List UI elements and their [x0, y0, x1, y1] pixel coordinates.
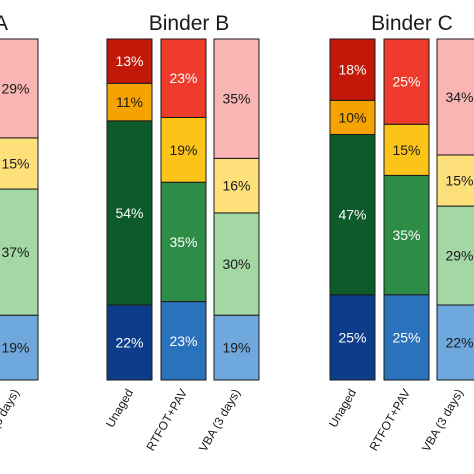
- group-title: A: [0, 12, 8, 35]
- bar-segment: [329, 294, 376, 381]
- bar-segment: [383, 294, 430, 381]
- data-label: 15%: [1, 155, 29, 171]
- data-label: 11%: [116, 94, 143, 110]
- data-label: 37%: [1, 244, 29, 260]
- data-label: 15%: [445, 173, 473, 189]
- data-label: 23%: [169, 70, 197, 86]
- data-label: 23%: [169, 333, 197, 349]
- bar-segment: [213, 314, 260, 381]
- bar-segment: [213, 212, 260, 316]
- x-tick-label: VBA (3 days): [0, 386, 22, 454]
- bar-segment: [106, 38, 153, 84]
- bar-segment: [213, 38, 260, 159]
- data-label: 16%: [222, 178, 250, 194]
- bar-segment: [436, 154, 474, 207]
- bar-segment: [329, 99, 376, 135]
- data-label: 29%: [445, 248, 473, 264]
- x-tick-label: RTFOT+PAV: [143, 387, 190, 454]
- x-tick-label: Unaged: [326, 387, 359, 430]
- bar-segment: [106, 120, 153, 306]
- x-tick-label: VBA (3 days): [196, 386, 243, 454]
- data-label: 22%: [445, 334, 473, 350]
- bar-segment: [383, 38, 430, 125]
- bar-segment: [160, 38, 207, 118]
- data-label: 25%: [338, 329, 366, 345]
- data-label: 25%: [392, 329, 420, 345]
- x-tick-label: RTFOT+PAV: [366, 387, 413, 454]
- bar-segment: [106, 82, 153, 122]
- bar-segment: [0, 137, 39, 190]
- group-title: Binder B: [149, 12, 230, 35]
- x-tick-label: VBA (3 days): [419, 386, 466, 454]
- bar-segment: [436, 304, 474, 381]
- bar-segment: [329, 133, 376, 296]
- data-label: 35%: [169, 234, 197, 250]
- bar-segment: [160, 301, 207, 381]
- data-label: 35%: [222, 91, 250, 107]
- data-label: 29%: [1, 80, 29, 96]
- bar-segment: [0, 188, 39, 316]
- bar-segment: [329, 38, 376, 101]
- data-label: 54%: [115, 205, 143, 221]
- bar-segment: [0, 38, 39, 139]
- bar-segment: [106, 304, 153, 381]
- bar-segment: [160, 181, 207, 303]
- data-label: 34%: [445, 89, 473, 105]
- data-label: 10%: [338, 109, 366, 125]
- x-tick-label: Unaged: [103, 387, 136, 430]
- data-label: 25%: [392, 74, 420, 90]
- data-label: 22%: [115, 334, 143, 350]
- bar-segment: [436, 38, 474, 156]
- data-label: 19%: [169, 142, 197, 158]
- bar-segment: [383, 123, 430, 176]
- data-label: 19%: [222, 340, 250, 356]
- data-label: 13%: [115, 53, 143, 69]
- data-label: 18%: [338, 62, 366, 78]
- bar-segment: [0, 314, 39, 381]
- data-label: 15%: [392, 142, 420, 158]
- bar-segment: [436, 205, 474, 306]
- data-label: 30%: [222, 256, 250, 272]
- group-title: Binder C: [371, 12, 453, 35]
- data-label: 19%: [1, 340, 29, 356]
- data-label: 35%: [392, 227, 420, 243]
- data-label: 47%: [338, 207, 366, 223]
